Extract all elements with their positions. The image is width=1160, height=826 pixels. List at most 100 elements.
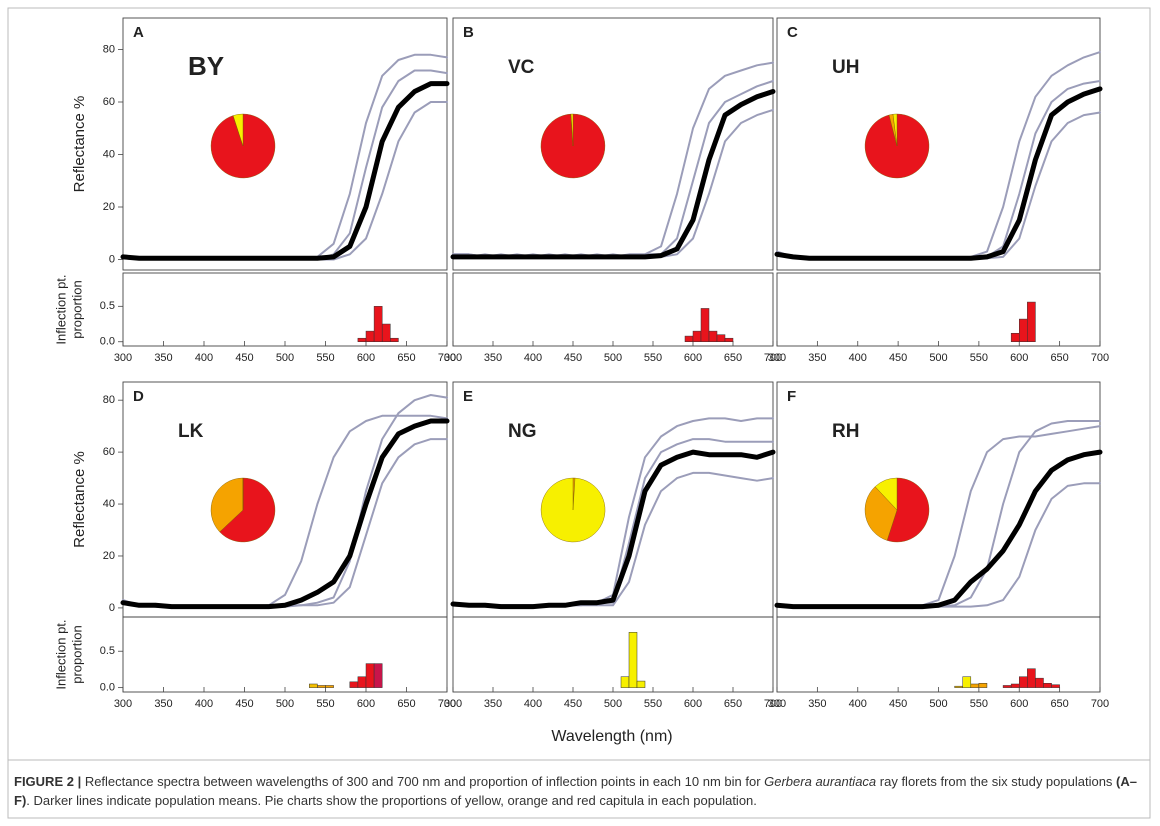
- x-tick-label: 300: [114, 698, 132, 710]
- caption-text: . Darker lines indicate population means…: [26, 793, 757, 808]
- plot-frame: [776, 272, 1101, 347]
- x-tick-label: 700: [1091, 352, 1109, 364]
- caption: FIGURE 2 | Reflectance spectra between w…: [14, 772, 1146, 810]
- x-tick-label: 600: [357, 698, 375, 710]
- panel-label: B: [463, 24, 474, 41]
- histogram-bar: [357, 337, 367, 342]
- x-tick-label: 700: [1091, 698, 1109, 710]
- spectrum-line: [452, 417, 774, 607]
- y-tick-label: 40: [103, 148, 115, 160]
- mean-line: [450, 449, 776, 610]
- population-name: RH: [832, 421, 859, 442]
- spectrum-line: [452, 471, 774, 608]
- y-tick-label: 0.0: [100, 682, 115, 694]
- histogram-bar: [1010, 683, 1020, 688]
- y-tick-label: 40: [103, 498, 115, 510]
- plot-frame: [452, 616, 774, 693]
- x-tick-label: 600: [684, 352, 702, 364]
- plot-frame: [776, 17, 1101, 271]
- spectrum-line: [452, 108, 774, 258]
- mean-line: [774, 449, 1103, 610]
- caption-panels: (A–F): [14, 774, 1137, 808]
- histogram-bar: [317, 685, 326, 688]
- spectrum-line: [122, 69, 448, 261]
- histogram-bar: [373, 663, 383, 688]
- x-tick-label: 500: [276, 698, 294, 710]
- pie-slice: [864, 113, 930, 179]
- spectrum-line: [776, 420, 1101, 608]
- x-tick-label: 550: [970, 698, 988, 710]
- histogram-bar: [365, 663, 375, 688]
- panel-label: E: [463, 388, 473, 405]
- x-tick-label: 450: [235, 698, 253, 710]
- histogram-bar: [628, 632, 638, 688]
- plot-frame: [452, 381, 774, 618]
- x-tick-label: 300: [768, 352, 786, 364]
- plot-frame: [452, 17, 774, 271]
- x-tick-label: 500: [929, 352, 947, 364]
- x-tick-label: 700: [764, 352, 782, 364]
- plot-frame: [122, 17, 448, 271]
- x-tick-label: 450: [564, 352, 582, 364]
- x-tick-label: 600: [357, 352, 375, 364]
- histogram-bar: [636, 680, 646, 688]
- x-tick-label: 650: [397, 352, 415, 364]
- x-tick-label: 600: [1010, 698, 1028, 710]
- y-axis-title: Reflectance %: [71, 96, 88, 193]
- spectrum-line: [452, 438, 774, 607]
- panel-label: D: [133, 388, 144, 405]
- x-tick-label: 650: [724, 698, 742, 710]
- histogram-bar: [684, 335, 694, 342]
- caption-text: ray florets from the six study populatio…: [876, 774, 1117, 789]
- x-tick-label: 350: [484, 698, 502, 710]
- x-axis-title: Wavelength (nm): [551, 728, 672, 745]
- pie-slice: [219, 477, 276, 543]
- x-tick-label: 700: [438, 698, 456, 710]
- x-tick-label: 400: [849, 352, 867, 364]
- x-tick-label: 450: [889, 352, 907, 364]
- histogram-bar: [1019, 676, 1028, 688]
- spectrum-line: [122, 394, 448, 608]
- x-tick-label: 650: [397, 698, 415, 710]
- plot-frame: [776, 616, 1101, 693]
- y-axis-title: proportion: [69, 625, 84, 684]
- x-tick-label: 650: [1050, 352, 1068, 364]
- spectrum-line: [776, 482, 1101, 608]
- mean-line: [120, 418, 450, 610]
- spectrum-line: [122, 53, 448, 261]
- histogram-bar: [692, 330, 702, 342]
- x-tick-label: 400: [524, 352, 542, 364]
- x-tick-label: 550: [316, 352, 334, 364]
- x-tick-label: 500: [604, 698, 622, 710]
- spectrum-line: [122, 101, 448, 261]
- spectrum-line: [776, 111, 1101, 260]
- x-tick-label: 600: [1010, 352, 1028, 364]
- x-tick-label: 450: [889, 698, 907, 710]
- panel-label: C: [787, 24, 798, 41]
- histogram-bar: [1010, 332, 1020, 342]
- y-tick-label: 0.0: [100, 336, 115, 348]
- mean-line: [450, 89, 776, 260]
- pie-slice: [210, 477, 244, 533]
- histogram-bar: [620, 676, 630, 688]
- panel-label: A: [133, 24, 144, 41]
- y-axis-title: Inflection pt.: [53, 619, 68, 689]
- y-tick-label: 60: [103, 446, 115, 458]
- y-tick-label: 80: [103, 43, 115, 55]
- y-tick-label: 20: [103, 550, 115, 562]
- x-tick-label: 500: [929, 698, 947, 710]
- x-tick-label: 550: [644, 352, 662, 364]
- histogram-bar: [716, 334, 726, 342]
- y-axis-title: Reflectance %: [71, 451, 88, 548]
- x-tick-label: 600: [684, 698, 702, 710]
- x-tick-label: 350: [808, 698, 826, 710]
- x-tick-label: 700: [764, 698, 782, 710]
- histogram-bar: [1019, 318, 1028, 342]
- histogram-bar: [1035, 677, 1044, 688]
- spectrum-line: [122, 414, 448, 608]
- x-tick-label: 300: [114, 352, 132, 364]
- histogram-bar: [357, 676, 367, 688]
- spectrum-line: [452, 61, 774, 258]
- y-axis-title: Inflection pt.: [53, 274, 68, 344]
